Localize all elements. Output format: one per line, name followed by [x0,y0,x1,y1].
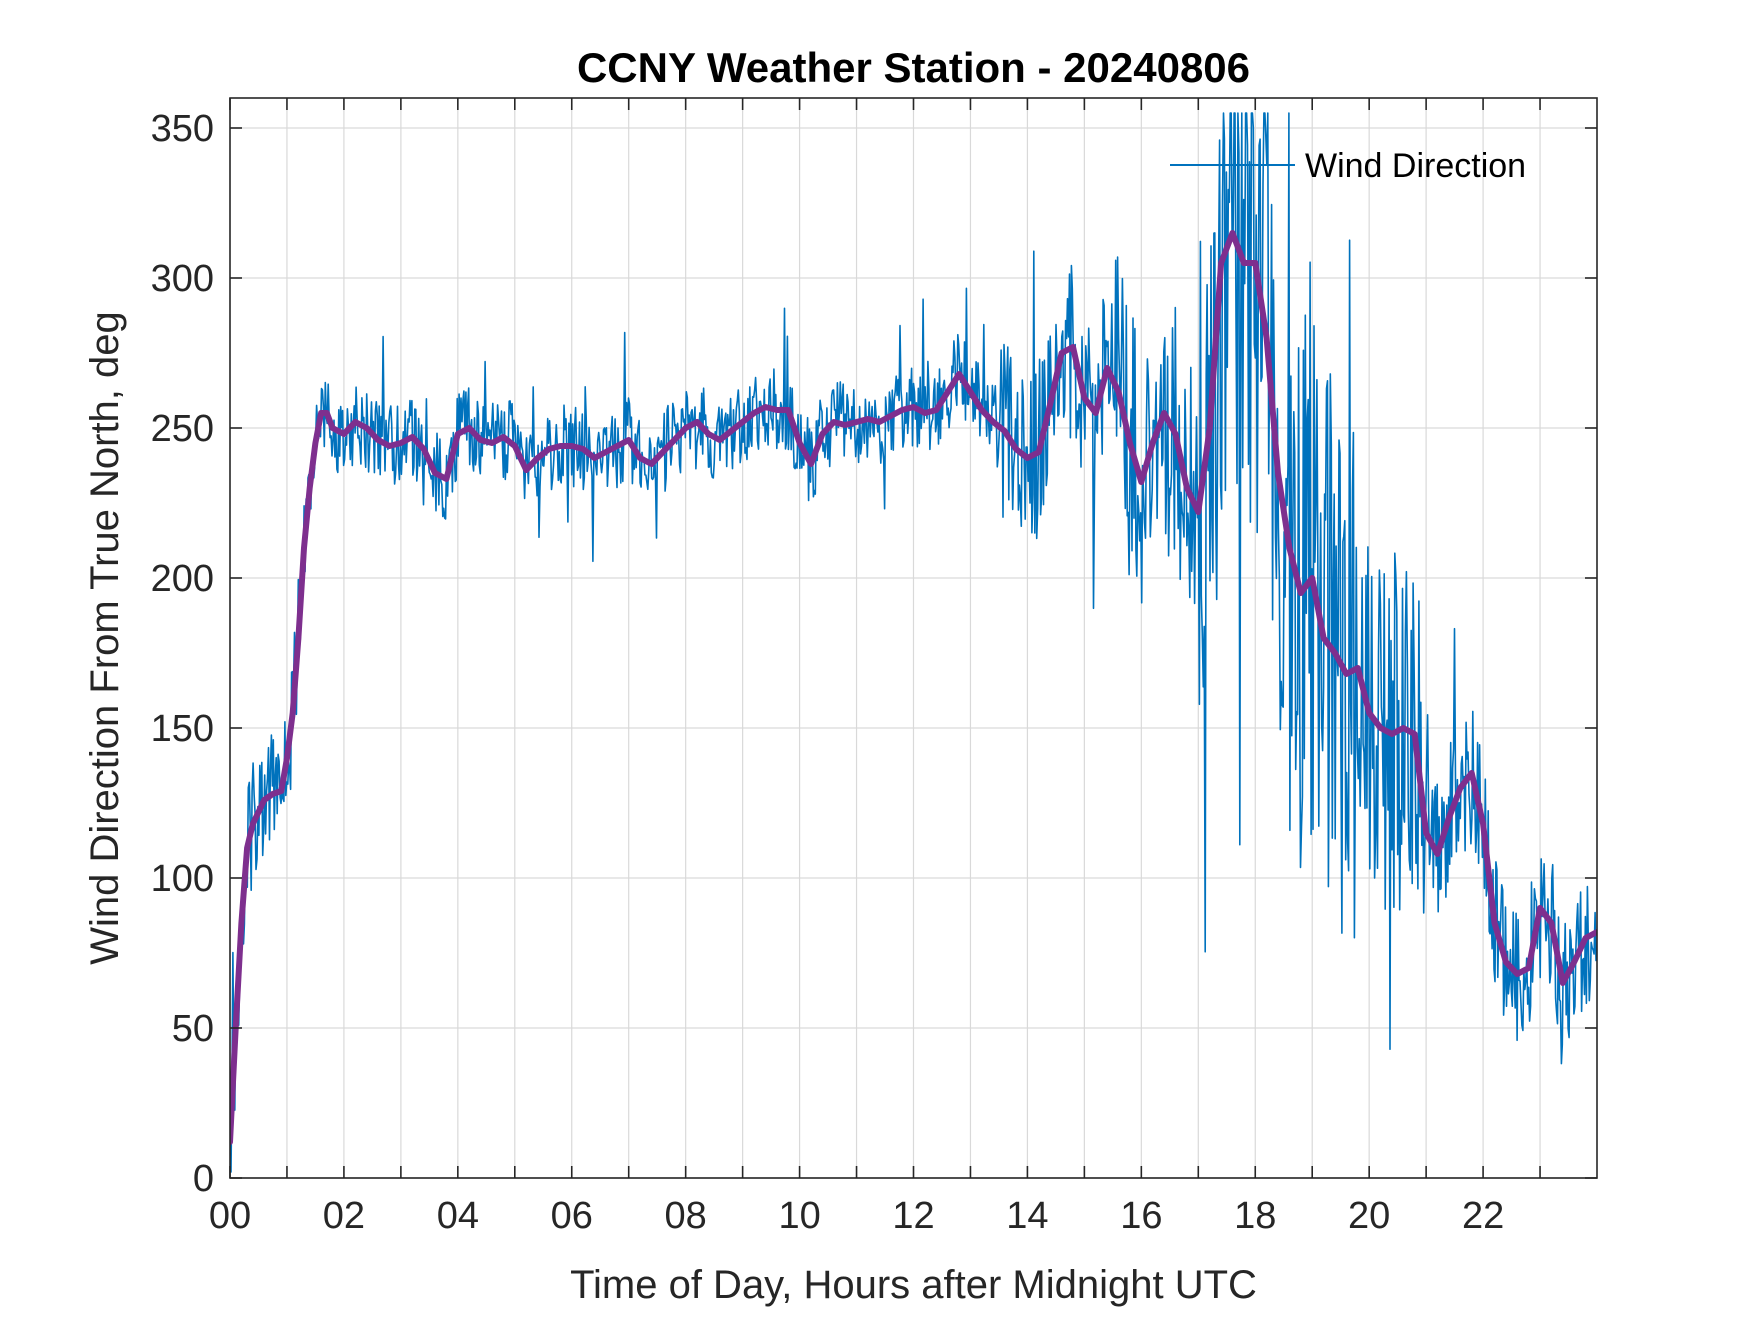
legend: Wind Direction [1170,147,1526,185]
x-tick-label: 08 [665,1195,707,1237]
y-tick-label: 150 [151,708,214,750]
y-tick-label: 50 [172,1008,214,1050]
y-axis-label: Wind Direction From True North, deg [83,311,127,965]
y-tick-label: 100 [151,858,214,900]
x-axis-label: Time of Day, Hours after Midnight UTC [570,1263,1257,1307]
y-tick-label: 300 [151,258,214,300]
x-tick-label: 14 [1006,1195,1048,1237]
x-tick-label: 18 [1234,1195,1276,1237]
y-tick-label: 200 [151,558,214,600]
x-tick-label: 10 [778,1195,820,1237]
y-tick-label: 250 [151,408,214,450]
x-tick-label: 00 [209,1195,251,1237]
x-tick-label: 06 [551,1195,593,1237]
y-tick-label: 0 [193,1158,214,1200]
series-layer [230,112,1597,1173]
legend-label-wind-direction: Wind Direction [1305,147,1526,185]
x-tick-label: 02 [323,1195,365,1237]
chart-title: CCNY Weather Station - 20240806 [577,44,1250,91]
series-smoothed-line [230,230,1597,1145]
x-tick-label: 22 [1462,1195,1504,1237]
x-tick-label: 20 [1348,1195,1390,1237]
y-tick-label: 350 [151,108,214,150]
x-tick-label: 04 [437,1195,479,1237]
x-tick-label: 12 [892,1195,934,1237]
x-tick-label: 16 [1120,1195,1162,1237]
ticks: 00 02 04 06 08 10 12 14 16 18 20 22 0 50 100 150 200 250 3… [151,98,1597,1237]
